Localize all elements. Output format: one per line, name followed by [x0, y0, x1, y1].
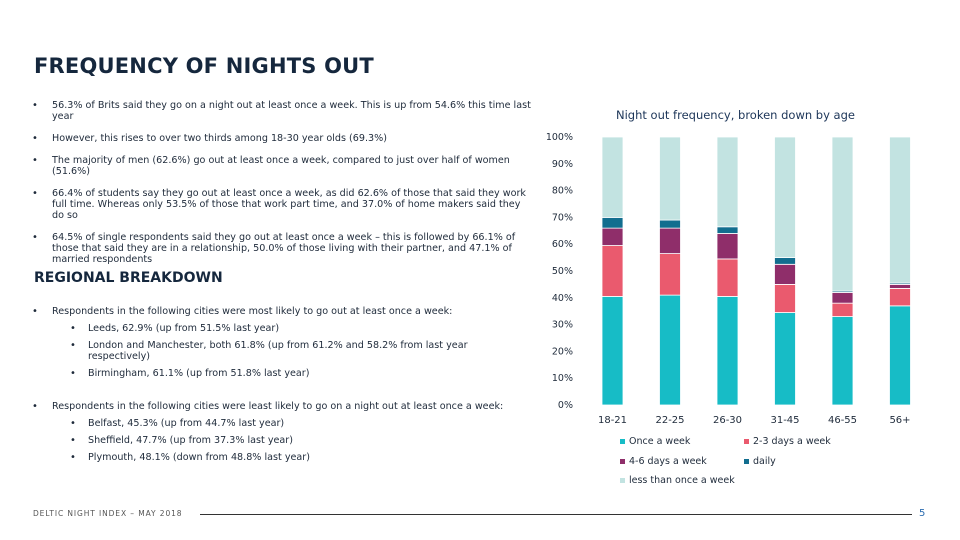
legend-swatch: [744, 459, 749, 464]
y-tick-label: 10%: [552, 373, 573, 384]
y-tick-label: 60%: [552, 239, 573, 250]
bullet-list: 56.3% of Brits said they go on a night o…: [32, 100, 532, 265]
y-tick-label: 80%: [552, 186, 573, 197]
legend-item: 2-3 days a week: [744, 436, 831, 447]
bar-segment: [774, 312, 796, 406]
most-likely-city: Leeds, 62.9% (up from 51.5% last year): [52, 323, 522, 334]
y-tick-label: 70%: [552, 212, 573, 223]
most-likely-city: Birmingham, 61.1% (up from 51.8% last ye…: [52, 368, 522, 379]
least-likely-city: Plymouth, 48.1% (down from 48.8% last ye…: [52, 452, 522, 463]
x-category-label: 26-30: [713, 415, 742, 426]
legend-swatch: [620, 439, 625, 444]
bar-segment: [774, 263, 796, 285]
y-tick-label: 40%: [552, 293, 573, 304]
bar-segment: [601, 227, 624, 246]
y-tick-label: 30%: [552, 320, 573, 331]
bar-segment: [601, 296, 624, 406]
bar-segment: [774, 283, 796, 313]
legend-label: Once a week: [629, 436, 691, 447]
least-likely-bullet: Respondents in the following cities were…: [32, 401, 522, 463]
most-likely-list: Leeds, 62.9% (up from 51.5% last year) Lo…: [52, 323, 522, 379]
summary-bullet: However, this rises to over two thirds a…: [32, 133, 532, 144]
least-likely-city: Sheffield, 47.7% (up from 37.3% last yea…: [52, 435, 522, 446]
chart-title: Night out frequency, broken down by age: [616, 108, 855, 122]
bar-segment: [601, 245, 624, 297]
y-tick-label: 100%: [546, 132, 573, 143]
y-tick-label: 0%: [558, 400, 573, 411]
footer-divider: [200, 514, 912, 515]
bar-segment: [716, 233, 739, 260]
bar-segment: [659, 253, 681, 296]
legend-label: daily: [753, 456, 776, 467]
bar-segment: [659, 227, 681, 254]
stacked-bar-chart: 0% 10% 20% 30% 40% 50% 60% 70% 80% 90% 100% 18-21 22…: [546, 132, 911, 426]
bar-segment: [716, 296, 739, 406]
bar-segment: [601, 136, 624, 218]
least-likely-list: Belfast, 45.3% (up from 44.7% last year)…: [52, 418, 522, 463]
legend-label: 4-6 days a week: [629, 456, 707, 467]
summary-bullet: 64.5% of single respondents said they go…: [32, 232, 532, 265]
legend-swatch: [620, 459, 625, 464]
footer-text: DELTIC NIGHT INDEX – MAY 2018: [33, 509, 183, 518]
bar-segment: [774, 136, 796, 258]
bar-segment: [716, 226, 739, 234]
x-category-label: 46-55: [828, 415, 857, 426]
legend-label: less than once a week: [629, 475, 735, 486]
bar-segment: [659, 219, 681, 229]
y-tick-label: 90%: [552, 159, 573, 170]
legend-label: 2-3 days a week: [753, 436, 831, 447]
legend-item: less than once a week: [620, 475, 735, 486]
bar-segment: [831, 316, 854, 406]
page-title: FREQUENCY OF NIGHTS OUT: [34, 54, 374, 78]
bar-segment: [831, 136, 854, 292]
most-likely-intro: Respondents in the following cities were…: [52, 306, 453, 317]
y-tick-label: 50%: [552, 266, 573, 277]
legend-item: 4-6 days a week: [620, 456, 707, 467]
x-category-label: 31-45: [770, 415, 799, 426]
legend-item: daily: [744, 456, 776, 467]
regional-bullets: Respondents in the following cities were…: [32, 306, 522, 474]
bar-segment: [774, 257, 796, 265]
bar-segment: [831, 302, 854, 317]
legend-swatch: [744, 439, 749, 444]
bar-segment: [716, 136, 739, 228]
bar-segment: [716, 258, 739, 297]
bar-segment: [889, 283, 911, 289]
bar-segment: [889, 136, 911, 284]
bar-segment: [659, 294, 681, 406]
least-likely-city: Belfast, 45.3% (up from 44.7% last year): [52, 418, 522, 429]
summary-bullets: 56.3% of Brits said they go on a night o…: [32, 100, 532, 276]
legend-swatch: [620, 478, 625, 483]
most-likely-city: London and Manchester, both 61.8% (up fr…: [52, 340, 522, 362]
regional-heading: REGIONAL BREAKDOWN: [34, 270, 223, 286]
y-tick-label: 20%: [552, 346, 573, 357]
page-number: 5: [919, 508, 926, 519]
summary-bullet: 66.4% of students say they go out at lea…: [32, 188, 532, 221]
most-likely-bullet: Respondents in the following cities were…: [32, 306, 522, 379]
least-likely-intro: Respondents in the following cities were…: [52, 401, 504, 412]
bar-segment: [889, 305, 911, 406]
bar-segment: [659, 136, 681, 221]
summary-bullet: 56.3% of Brits said they go on a night o…: [32, 100, 532, 122]
x-category-label: 18-21: [598, 415, 627, 426]
x-category-label: 56+: [889, 415, 910, 426]
legend-item: Once a week: [620, 436, 690, 447]
bar-segment: [601, 217, 624, 229]
bar-segment: [831, 292, 854, 304]
x-category-label: 22-25: [655, 415, 684, 426]
summary-bullet: The majority of men (62.6%) go out at le…: [32, 155, 532, 177]
bar-segment: [889, 288, 911, 307]
